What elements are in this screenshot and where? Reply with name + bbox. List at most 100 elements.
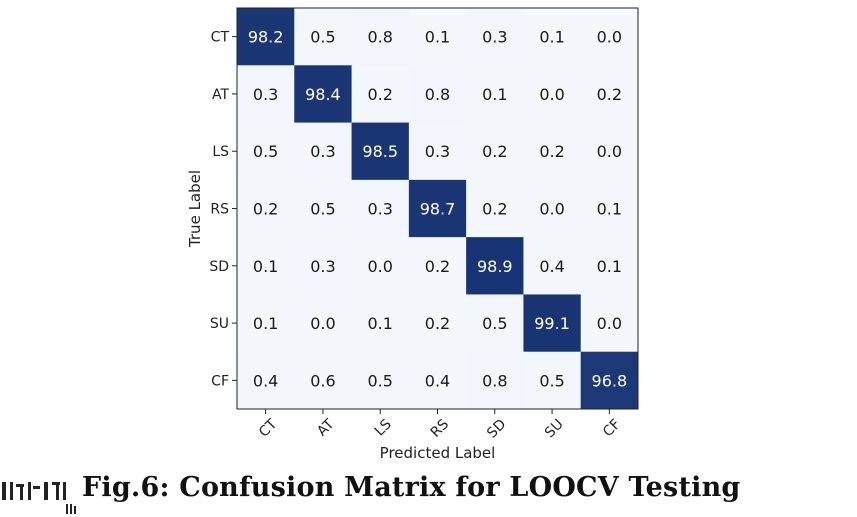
heatmap-cell <box>237 351 295 410</box>
x-tick-label: RS <box>428 416 453 441</box>
heatmap-cell <box>351 294 410 353</box>
cell-value-label: 0.0 <box>367 257 392 276</box>
x-tick-label: CF <box>600 416 624 440</box>
heatmap-cell <box>351 351 410 410</box>
heatmap-cell <box>523 122 582 181</box>
heatmap-cell <box>351 65 410 124</box>
cell-value-label: 0.4 <box>539 257 564 276</box>
heatmap-cells: 98.2 0.5 0.8 0.1 0.3 0.1 0.0 0.3 98.4 0.2 0.8 0.1 0.… <box>237 8 639 410</box>
x-axis-ticks: CT AT LS RS SD SU CF <box>256 409 624 442</box>
heatmap-cell <box>294 237 353 295</box>
cell-value-label: 0.3 <box>310 142 335 161</box>
heatmap-cell <box>237 122 295 181</box>
cell-value-label: 0.3 <box>253 85 278 104</box>
heatmap-cell <box>523 179 582 238</box>
x-tick-label: CT <box>256 416 281 441</box>
heatmap-cell <box>351 179 410 238</box>
heatmap-cell <box>466 179 524 238</box>
cell-value-label: 98.9 <box>477 257 513 276</box>
cell-value-label: 98.4 <box>305 85 341 104</box>
cell-value-label: 0.2 <box>253 200 278 219</box>
cell-value-label: 0.3 <box>310 257 335 276</box>
cell-value-label: 0.4 <box>425 371 450 390</box>
cell-value-label: 0.8 <box>425 85 450 104</box>
heatmap-cell <box>294 122 353 181</box>
heatmap-cell <box>237 294 295 353</box>
heatmap-cell <box>294 179 353 238</box>
y-tick-label: CF <box>211 373 229 389</box>
cell-value-label: 0.8 <box>482 371 507 390</box>
cell-value-label: 0.3 <box>367 200 392 219</box>
heatmap-cell <box>523 65 582 124</box>
x-tick-label: AT <box>314 416 338 440</box>
y-tick-label: SD <box>209 259 229 275</box>
x-tick-label: LS <box>372 416 395 439</box>
heatmap-cell <box>408 8 467 66</box>
heatmap-cell <box>294 65 353 124</box>
cell-value-label: 0.5 <box>310 28 335 47</box>
cell-value-label: 0.6 <box>310 371 335 390</box>
heatmap-cell <box>294 294 353 353</box>
caption-scan-artifact <box>2 482 76 514</box>
heatmap-cell <box>580 237 639 295</box>
cell-value-label: 0.1 <box>253 257 278 276</box>
heatmap-cell <box>237 179 295 238</box>
heatmap-cell <box>466 294 524 353</box>
heatmap-cell <box>580 122 639 181</box>
heatmap-cell <box>580 8 639 66</box>
heatmap-cell <box>523 294 582 353</box>
cell-value-label: 0.5 <box>367 371 392 390</box>
y-tick-label: SU <box>210 316 229 332</box>
y-tick-label: RS <box>210 202 229 218</box>
heatmap-cell <box>523 237 582 295</box>
cell-value-label: 0.1 <box>539 28 564 47</box>
cell-value-label: 0.2 <box>482 142 507 161</box>
y-tick-label: LS <box>212 144 229 160</box>
cell-value-label: 0.3 <box>425 142 450 161</box>
cell-value-label: 0.0 <box>310 314 335 333</box>
y-axis-ticks: CT AT LS RS SD SU CF <box>209 30 237 389</box>
cell-value-label: 0.0 <box>597 314 622 333</box>
cell-value-label: 98.7 <box>420 200 456 219</box>
x-tick-label: SD <box>484 416 509 441</box>
cell-value-label: 0.0 <box>539 200 564 219</box>
cell-value-label: 0.5 <box>253 142 278 161</box>
cell-value-label: 0.2 <box>367 85 392 104</box>
heatmap-cell <box>408 294 467 353</box>
cell-value-label: 0.2 <box>539 142 564 161</box>
x-tick-label: SU <box>542 416 567 441</box>
cell-value-label: 0.1 <box>425 28 450 47</box>
cell-value-label: 0.2 <box>482 200 507 219</box>
cell-value-label: 0.1 <box>253 314 278 333</box>
heatmap-cell <box>466 237 524 295</box>
heatmap-cell <box>351 122 410 181</box>
heatmap-cell <box>580 351 639 410</box>
heatmap-cell <box>408 351 467 410</box>
cell-value-label: 0.8 <box>367 28 392 47</box>
heatmap-cell <box>466 65 524 124</box>
y-tick-label: CT <box>211 30 230 46</box>
heatmap-cell <box>351 237 410 295</box>
cell-value-label: 0.5 <box>310 200 335 219</box>
heatmap-cell <box>408 65 467 124</box>
heatmap-cell <box>523 8 582 66</box>
cell-value-label: 0.1 <box>597 200 622 219</box>
cell-value-label: 0.4 <box>253 371 278 390</box>
heatmap-cell <box>237 237 295 295</box>
heatmap-cell <box>294 8 353 66</box>
cell-value-label: 0.2 <box>425 314 450 333</box>
heatmap-cell <box>466 351 524 410</box>
figure-caption: Fig.6: Confusion Matrix for LOOCV Testin… <box>82 472 741 503</box>
cell-value-label: 0.1 <box>597 257 622 276</box>
cell-value-label: 0.1 <box>482 85 507 104</box>
heatmap-cell <box>523 351 582 410</box>
cell-value-label: 0.0 <box>597 28 622 47</box>
heatmap-cell <box>580 179 639 238</box>
heatmap-cell <box>237 65 295 124</box>
cell-value-label: 0.5 <box>539 371 564 390</box>
heatmap-cell <box>408 179 467 238</box>
heatmap-cell <box>580 65 639 124</box>
heatmap-cell <box>466 122 524 181</box>
y-axis-title: True Label <box>186 170 204 248</box>
